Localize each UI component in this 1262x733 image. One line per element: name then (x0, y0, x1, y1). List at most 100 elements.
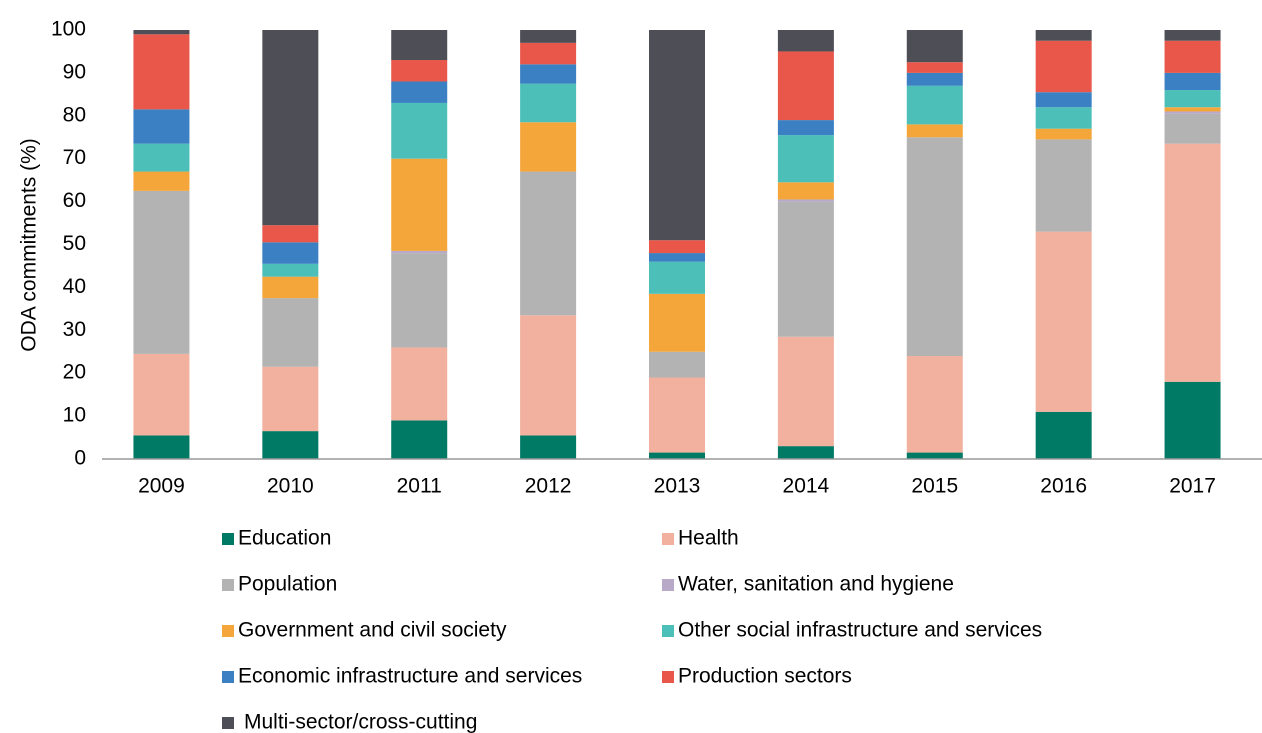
bar-segment (391, 81, 448, 103)
legend-label: Multi-sector/cross-cutting (244, 711, 477, 733)
bar-segment (777, 30, 834, 52)
bar-segment (649, 240, 705, 254)
bar-segment (1035, 231, 1092, 412)
bar-segment (262, 242, 319, 264)
bar-segment (520, 64, 577, 84)
bar-segment (649, 452, 705, 459)
bar-segment (133, 435, 190, 459)
bar-segment (777, 135, 834, 183)
legend-label: Economic infrastructure and services (238, 665, 582, 688)
bar-segment (906, 124, 963, 138)
bar-segment (1164, 381, 1221, 459)
bar-segment (649, 293, 705, 352)
bar-segment (1035, 128, 1092, 140)
bar-segment (262, 225, 319, 243)
bar-segment (133, 190, 190, 354)
bar-segment (1164, 143, 1221, 382)
bar-segment (1164, 111, 1221, 114)
bar-segment (1164, 30, 1221, 41)
legend-label: Population (238, 573, 337, 596)
bar-segment (649, 30, 705, 241)
y-tick-label: 0 (74, 447, 86, 470)
bar-segment (520, 435, 577, 459)
bar-segment (262, 30, 319, 226)
bar-segment (649, 253, 705, 262)
bar-segment (1035, 411, 1092, 459)
bar-segment (391, 102, 448, 159)
x-tick-label: 2009 (138, 475, 185, 498)
bar-segment (133, 30, 190, 35)
x-tick-label: 2011 (397, 475, 442, 498)
legend-swatch (222, 717, 234, 729)
bar-segment (133, 109, 190, 144)
y-tick-label: 30 (63, 318, 86, 341)
bar-segment (133, 353, 190, 436)
bar-segment (262, 276, 319, 299)
bar-segment (1164, 72, 1221, 91)
legend-swatch (222, 533, 234, 545)
bar-segment (520, 122, 577, 172)
bar-segment (262, 298, 319, 367)
bar-segment (520, 83, 577, 123)
x-tick-label: 2015 (911, 475, 958, 498)
bar-segment (777, 182, 834, 200)
bar-segment (391, 420, 448, 459)
y-tick-label: 100 (51, 18, 86, 41)
legend-swatch (222, 671, 234, 683)
bar-segment (1164, 40, 1221, 73)
y-tick-label: 20 (63, 361, 86, 384)
bar-segment (1035, 40, 1092, 93)
y-tick-label: 50 (63, 232, 86, 255)
legend-label: Health (678, 527, 739, 550)
bar-segment (391, 347, 448, 421)
y-tick-label: 40 (63, 275, 86, 298)
bar-segment (649, 351, 705, 378)
legend-swatch (662, 625, 674, 637)
bar-segment (1035, 107, 1092, 129)
x-tick-label: 2013 (654, 475, 701, 498)
bar-segment (906, 30, 963, 63)
bar-segment (1164, 113, 1221, 144)
bar-segment (133, 34, 190, 110)
legend-swatch (662, 533, 674, 545)
bar-segment (391, 60, 448, 82)
y-tick-label: 90 (63, 60, 86, 83)
bar-segment (391, 250, 448, 254)
bar-segment (777, 336, 834, 447)
legend-swatch (222, 579, 234, 591)
y-tick-label: 60 (63, 189, 86, 212)
bar-segment (906, 452, 963, 459)
bar-segment (906, 72, 963, 86)
legend-label: Other social infrastructure and services (678, 619, 1042, 642)
bar-segment (391, 158, 448, 251)
bar-segment (777, 446, 834, 459)
bar-segment (777, 51, 834, 121)
bar-segment (777, 199, 834, 202)
bar-segment (906, 356, 963, 453)
bar-segment (906, 137, 963, 357)
y-axis-label: ODA commitments (%) (18, 138, 41, 352)
bar-segment (520, 30, 577, 43)
legend-swatch (222, 625, 234, 637)
bar-segment (1164, 107, 1221, 112)
legend-swatch (662, 671, 674, 683)
legend-label: Water, sanitation and hygiene (678, 573, 954, 596)
bar-segment (777, 201, 834, 337)
x-tick-label: 2017 (1169, 475, 1216, 498)
x-tick-label: 2016 (1040, 475, 1087, 498)
legend-label: Production sectors (678, 665, 852, 688)
legend-label: Education (238, 527, 331, 550)
bar-segment (520, 171, 577, 316)
y-tick-label: 80 (63, 103, 86, 126)
y-tick-label: 10 (63, 404, 86, 427)
bar-segment (649, 261, 705, 294)
legend-swatch (662, 579, 674, 591)
bar-segment (1035, 139, 1092, 232)
x-tick-label: 2010 (267, 475, 314, 498)
bar-segment (520, 42, 577, 65)
bar-segment (262, 366, 319, 432)
bar-segment (262, 431, 319, 459)
y-tick-label: 70 (63, 146, 86, 169)
bar-segment (520, 315, 577, 436)
